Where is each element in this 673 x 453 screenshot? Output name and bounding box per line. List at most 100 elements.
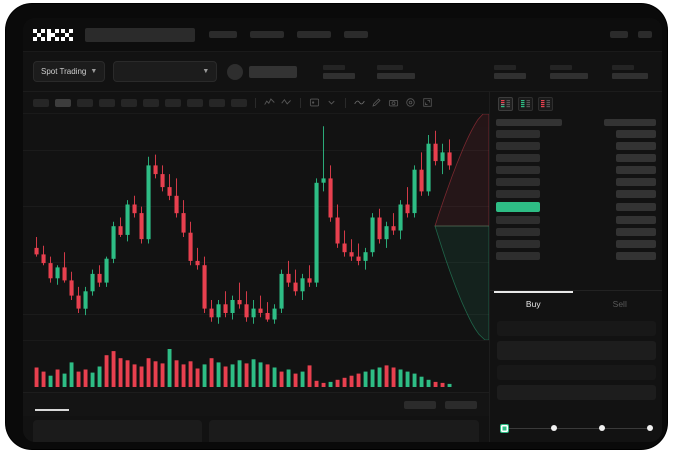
orderbook-price-cell [496,178,540,186]
trading-mode-select[interactable]: Spot Trading ▼ [33,61,106,82]
nav-right-item-1[interactable] [610,31,628,38]
stepper-dot-1[interactable] [551,425,557,431]
orderbook-size-cell [616,190,656,198]
camera-icon[interactable] [388,97,399,108]
orderbook-price-cell [496,202,540,212]
template-icon[interactable] [309,97,320,108]
pair-select[interactable]: ▼ [113,61,218,82]
stepper-dot-2[interactable] [599,425,605,431]
timeframe-pill-4[interactable] [121,98,137,107]
okx-logo-icon[interactable] [33,28,73,41]
market-stats [323,64,416,79]
candlestick-series [34,126,452,324]
timeframe-pill-7[interactable] [187,98,203,107]
toolbar-divider [255,97,256,108]
timeframe-pill-0[interactable] [33,98,49,107]
orderbook-layout-toggles [490,92,662,115]
market-stat [612,64,648,79]
indicator-icon[interactable] [264,97,275,108]
orderbook-price-cell [496,142,540,150]
orderbook-price-cell [496,228,540,236]
settings-icon[interactable] [405,97,416,108]
order-book-row[interactable] [496,240,656,248]
market-stat [377,64,416,79]
market-stat [494,64,526,79]
order-book[interactable] [490,115,662,260]
order-type-field[interactable] [497,321,656,336]
order-book-row[interactable] [496,252,656,260]
trading-mode-label: Spot Trading [41,67,87,76]
timeframe-pill-5[interactable] [143,98,159,107]
amount-field[interactable] [497,365,656,380]
timeframe-pill-1[interactable] [55,98,71,107]
buy-sell-tabs: Buy Sell [490,290,662,316]
orderbook-asks-icon[interactable] [538,97,553,111]
compare-icon[interactable] [281,97,292,108]
chevron-down-icon: ▼ [202,68,210,75]
order-book-row[interactable] [496,202,656,212]
timeframe-pill-3[interactable] [99,98,115,107]
pencil-icon[interactable] [371,97,382,108]
nav-link-3[interactable] [297,31,331,38]
nav-link-1[interactable] [209,31,237,38]
order-book-row[interactable] [496,190,656,198]
line-chart-icon[interactable] [354,97,365,108]
bottom-action-1[interactable] [445,400,477,409]
orderbook-header-right [604,119,656,126]
nav-links [209,31,368,38]
orderbook-both-icon[interactable] [498,97,513,111]
stat-value [377,72,416,79]
chevron-down-icon[interactable] [326,97,337,108]
stat-label [323,64,346,70]
market-stat [550,64,588,79]
timeframe-pill-2[interactable] [77,98,93,107]
order-book-row[interactable] [496,216,656,224]
tab-sell[interactable]: Sell [577,291,663,316]
orderbook-price-cell [496,154,540,162]
stepper-dot-0[interactable] [500,423,509,433]
total-field[interactable] [497,385,656,400]
orderbook-size-cell [616,203,656,211]
nav-link-2[interactable] [250,31,284,38]
order-book-row[interactable] [496,178,656,186]
amount-stepper[interactable] [490,418,662,438]
timeframe-pill-9[interactable] [231,98,247,107]
stat-label [494,64,516,70]
order-book-header [496,119,656,126]
orderbook-size-cell [616,240,656,248]
orderbook-bids-icon[interactable] [518,97,533,111]
stepper-track [506,428,647,429]
search-input[interactable] [85,27,195,42]
order-book-row[interactable] [496,130,656,138]
bottom-panel-0[interactable] [33,420,202,442]
stat-value [494,72,526,79]
orderbook-size-cell [616,130,656,138]
bottom-tab-bar [23,392,489,416]
orderbook-size-cell [616,178,656,186]
stepper-dot-3[interactable] [647,425,653,431]
chevron-down-icon: ▼ [90,68,98,75]
bottom-action-0[interactable] [404,400,436,409]
order-book-row[interactable] [496,142,656,150]
chart-toolbar [23,92,489,114]
volume-chart [23,340,489,392]
stat-value [550,72,588,79]
fullscreen-icon[interactable] [422,97,433,108]
coin-avatar-icon [227,63,244,80]
price-field[interactable] [497,341,656,360]
timeframe-pill-8[interactable] [209,98,225,107]
tab-buy[interactable]: Buy [490,291,577,316]
order-book-row[interactable] [496,154,656,162]
orderbook-header-left [496,119,562,126]
nav-right-item-2[interactable] [638,31,652,38]
timeframe-pill-6[interactable] [165,98,181,107]
nav-link-4[interactable] [344,31,368,38]
order-book-row[interactable] [496,166,656,174]
price-chart[interactable] [23,114,489,340]
tab-sell-label: Sell [612,298,627,309]
bottom-panel-1[interactable] [208,420,479,442]
trade-sidebar: Buy Sell [489,92,662,442]
order-book-row[interactable] [496,228,656,236]
market-stat [323,64,356,79]
